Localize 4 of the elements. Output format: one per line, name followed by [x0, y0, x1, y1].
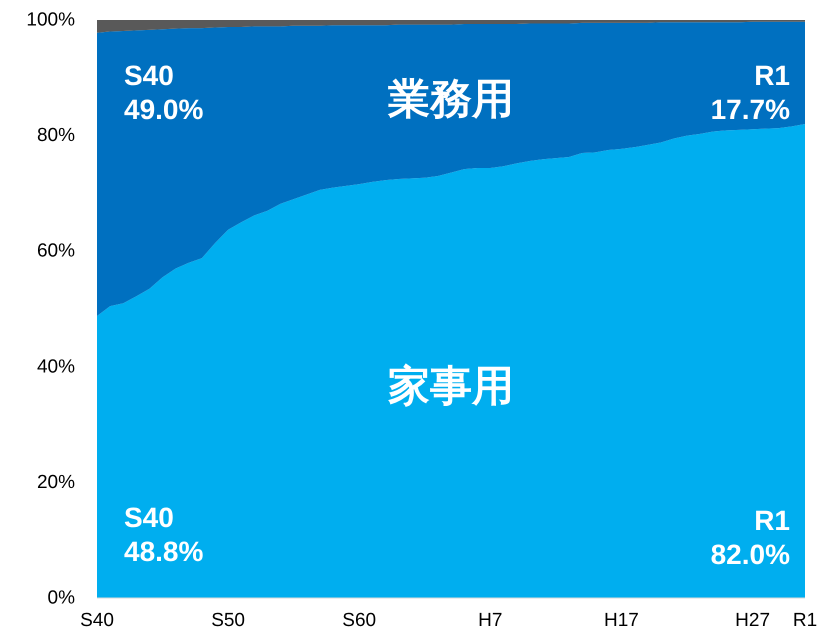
annotation: S40 49.0% [124, 60, 204, 125]
annotation: R1 82.0% [710, 504, 790, 570]
annotation: S40 48.8% [124, 502, 204, 567]
annotation: R1 17.7% [710, 60, 790, 125]
